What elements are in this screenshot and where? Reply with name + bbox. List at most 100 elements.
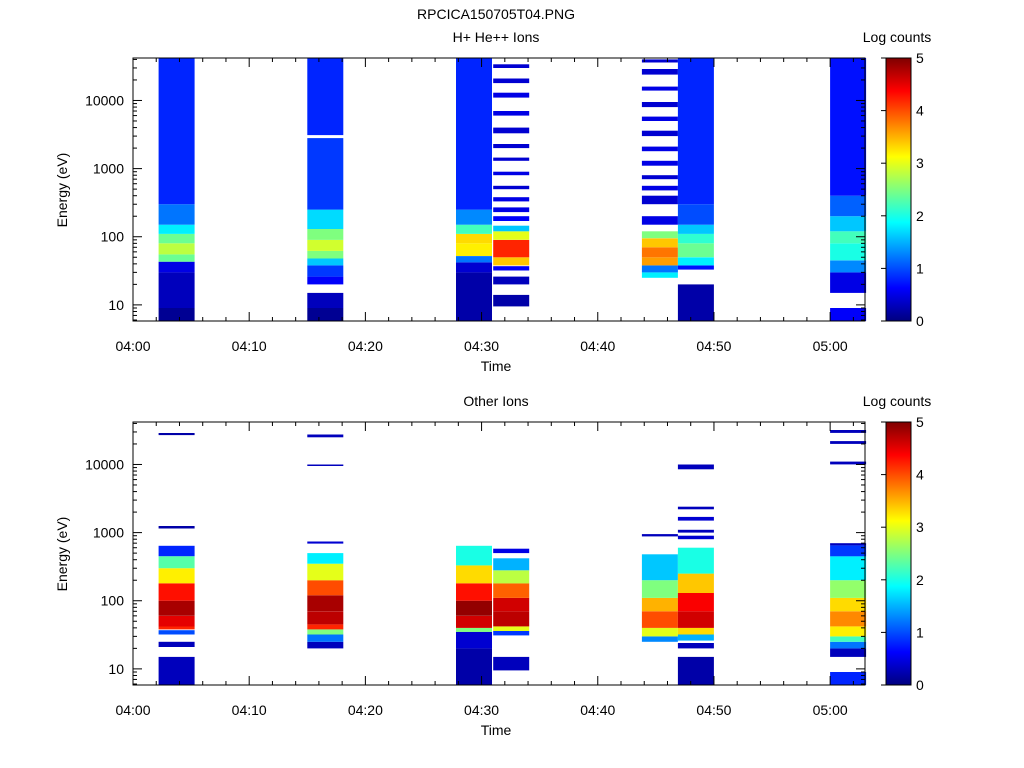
- energy-band-cell: [307, 138, 344, 210]
- energy-band-cell: [830, 430, 867, 433]
- energy-band-cell: [493, 631, 530, 636]
- energy-band-cell: [677, 656, 714, 685]
- energy-band-cell: [493, 570, 530, 584]
- energy-band-cell: [493, 78, 530, 84]
- energy-band-cell: [307, 258, 344, 266]
- figure-title: RPCICA150705T04.PNG: [417, 6, 575, 22]
- energy-band-cell: [493, 548, 530, 554]
- energy-band-cell: [158, 243, 195, 255]
- energy-band-cell: [456, 272, 492, 321]
- energy-band-cell: [677, 58, 714, 205]
- energy-band-cell: [677, 464, 714, 470]
- energy-band-cell: [641, 185, 678, 191]
- energy-band-cell: [830, 580, 867, 598]
- energy-band-cell: [830, 58, 867, 196]
- energy-band-cell: [158, 272, 195, 308]
- energy-band-cell: [307, 250, 344, 259]
- energy-band-cell: [493, 171, 530, 176]
- energy-band-cell: [830, 461, 867, 465]
- y-axis-label: Energy (eV): [54, 517, 70, 592]
- x-tick-label: 05:00: [813, 338, 848, 354]
- energy-band-cell: [493, 583, 530, 598]
- energy-band-cell: [456, 58, 492, 210]
- energy-band-cell: [677, 243, 714, 258]
- energy-band-cell: [307, 308, 344, 321]
- energy-band-cell: [307, 239, 344, 251]
- energy-band-cell: [641, 216, 678, 225]
- x-tick-label: 04:30: [464, 702, 499, 718]
- energy-band-cell: [493, 294, 530, 307]
- energy-band-cell: [493, 231, 530, 240]
- spectrogram-data: [158, 430, 867, 685]
- energy-band-cell: [677, 529, 714, 533]
- colorbar: [885, 421, 912, 686]
- colorbar-tick-label: 5: [916, 414, 924, 430]
- energy-band-cell: [307, 464, 344, 466]
- energy-band-cell: [493, 185, 530, 190]
- energy-band-cell: [456, 565, 492, 584]
- panel-title: Other Ions: [463, 393, 528, 409]
- colorbar-tick-label: 2: [916, 208, 924, 224]
- energy-band-cell: [677, 265, 714, 270]
- energy-band-cell: [677, 233, 714, 244]
- energy-band-cell: [641, 611, 678, 628]
- x-tick-label: 04:10: [232, 702, 267, 718]
- energy-band-cell: [677, 506, 714, 510]
- colorbar-label: Log counts: [863, 29, 932, 45]
- energy-band-cell: [641, 146, 678, 152]
- energy-band-cell: [158, 615, 195, 627]
- energy-band-cell: [456, 209, 492, 225]
- energy-band-cell: [493, 266, 530, 271]
- energy-band-cell: [307, 595, 344, 612]
- energy-band-cell: [158, 224, 195, 234]
- energy-band-cell: [677, 643, 714, 649]
- y-tick-label: 10: [108, 661, 124, 677]
- x-tick-label: 05:00: [813, 702, 848, 718]
- energy-band-cell: [677, 593, 714, 612]
- energy-band-cell: [830, 543, 867, 546]
- energy-band-cell: [158, 433, 195, 436]
- colorbar-ticks: 0 1 2 3 4 5: [881, 50, 924, 329]
- x-tick-label: 04:40: [580, 702, 615, 718]
- energy-band-cell: [307, 541, 344, 544]
- y-axis-label: Energy (eV): [54, 153, 70, 228]
- energy-band-cell: [641, 238, 678, 248]
- energy-band-cell: [493, 558, 530, 571]
- energy-band-cell: [456, 224, 492, 234]
- energy-band-cell: [830, 195, 867, 217]
- panel-h-he-ions: H+ He++ Ions 04:00 04:10 04:20 04:30 04:40 04…: [54, 29, 931, 374]
- energy-band-cell: [830, 556, 867, 581]
- energy-band-cell: [456, 583, 492, 601]
- y-tick-label: 10000: [85, 92, 124, 108]
- energy-band-cell: [456, 545, 492, 566]
- energy-band-cell: [158, 583, 195, 601]
- energy-band-cell: [641, 597, 678, 612]
- colorbar-tick-label: 0: [916, 313, 924, 329]
- x-tick-label: 04:20: [348, 338, 383, 354]
- energy-band-cell: [158, 626, 195, 630]
- energy-band-cell: [830, 672, 867, 685]
- energy-band-cell: [456, 256, 492, 263]
- energy-band-cell: [158, 568, 195, 584]
- energy-band-cell: [493, 597, 530, 612]
- energy-band-cell: [158, 204, 195, 225]
- energy-band-cell: [307, 580, 344, 596]
- energy-band-cell: [307, 641, 344, 649]
- energy-band-cell: [456, 615, 492, 628]
- energy-band-cell: [307, 563, 344, 581]
- energy-band-cell: [158, 556, 195, 569]
- y-tick-label: 10000: [85, 456, 124, 472]
- energy-band-cell: [677, 634, 714, 641]
- energy-band-cell: [456, 627, 492, 632]
- colorbar-tick-label: 5: [916, 50, 924, 66]
- energy-band-cell: [641, 257, 678, 266]
- energy-band-cell: [641, 534, 678, 537]
- energy-band-cell: [493, 656, 530, 671]
- energy-band-cell: [493, 64, 530, 68]
- energy-band-cell: [641, 195, 678, 205]
- energy-band-cell: [158, 254, 195, 262]
- energy-band-cell: [493, 197, 530, 202]
- energy-band-cell: [158, 308, 195, 321]
- energy-band-cell: [641, 102, 678, 108]
- energy-band-cell: [307, 58, 344, 136]
